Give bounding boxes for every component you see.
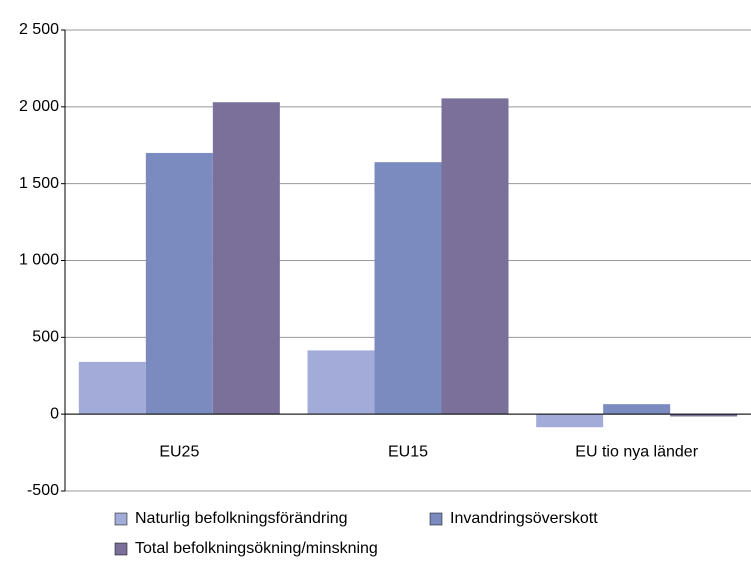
legend-swatch: [429, 512, 443, 526]
bar: [536, 414, 604, 428]
bar: [603, 404, 671, 415]
bar: [145, 152, 213, 415]
legend-label: Invandringsöverskott: [450, 510, 598, 527]
y-tick-label: 1 500: [19, 175, 59, 192]
x-tick-label: EU15: [388, 443, 428, 460]
y-tick-label: 1 000: [19, 252, 59, 269]
x-tick-label: EU tio nya länder: [575, 443, 698, 460]
bar: [212, 102, 280, 415]
legend-swatch: [114, 512, 128, 526]
bar: [374, 162, 442, 415]
legend-label: Total befolkningsökning/minskning: [135, 540, 378, 557]
y-tick-label: 0: [50, 405, 59, 422]
legend-swatch: [114, 542, 128, 556]
y-tick-label: 500: [32, 329, 59, 346]
legend-label: Naturlig befolkningsförändring: [135, 510, 348, 527]
bar: [78, 361, 146, 415]
y-tick-label: 2 500: [19, 21, 59, 38]
x-tick-label: EU25: [159, 443, 199, 460]
bar: [441, 98, 509, 415]
bar: [670, 414, 738, 417]
y-tick-label: 2 000: [19, 98, 59, 115]
bar: [307, 350, 375, 415]
y-tick-label: -500: [27, 482, 59, 499]
